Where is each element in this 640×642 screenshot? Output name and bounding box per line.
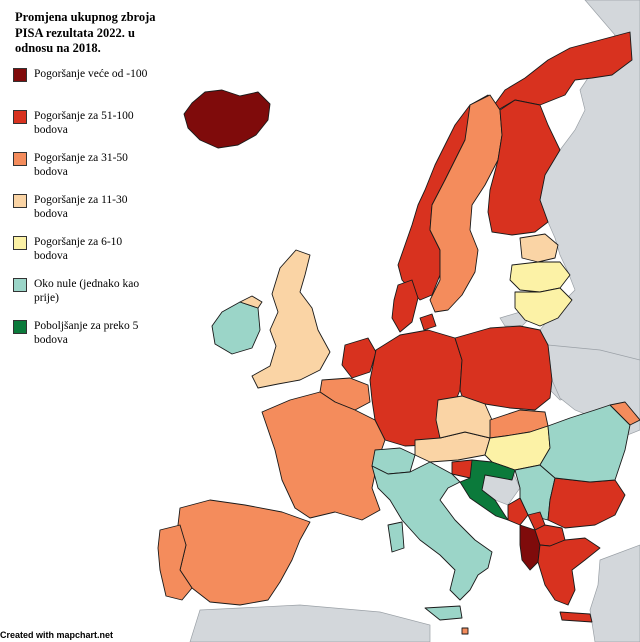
turkey — [589, 544, 640, 642]
map-credit: Created with mapchart.net — [0, 630, 114, 640]
legend-items: Pogoršanje veće od -100 Pogoršanje za 51-… — [13, 67, 163, 361]
country-moldova[interactable] — [609, 401, 640, 426]
legend-swatch — [13, 67, 27, 82]
country-greece[interactable] — [537, 537, 601, 623]
legend-label: Pogoršanje za 51-100 bodova — [34, 109, 134, 137]
legend-label: Pogoršanje za 6-10 bodova — [34, 235, 123, 263]
legend-item: Pogoršanje za 31-50 bodova — [13, 151, 163, 193]
country-france[interactable] — [261, 391, 386, 521]
country-lithuania[interactable] — [514, 287, 573, 327]
legend-swatch — [13, 277, 27, 292]
country-bulgaria[interactable] — [547, 477, 626, 529]
legend-item: Poboljšanje za preko 5 bodova — [13, 319, 163, 361]
country-united-kingdom[interactable] — [239, 249, 331, 389]
country-portugal[interactable] — [157, 524, 193, 601]
country-malta[interactable] — [461, 627, 469, 635]
legend-item: Pogoršanje za 51-100 bodova — [13, 109, 163, 151]
country-montenegro[interactable] — [507, 497, 529, 526]
legend-label: Pogoršanje za 31-50 bodova — [34, 151, 128, 179]
country-italy[interactable] — [371, 461, 493, 621]
legend-label: Pogoršanje veće od -100 — [34, 67, 148, 80]
country-ireland[interactable] — [211, 301, 261, 355]
legend-swatch — [13, 235, 27, 250]
legend-swatch — [13, 319, 27, 334]
legend-title: Promjena ukupnog zbroja PISA rezultata 2… — [15, 10, 156, 55]
country-estonia[interactable] — [519, 233, 559, 263]
legend-label: Poboljšanje za preko 5 bodova — [34, 319, 139, 347]
legend-item: Pogoršanje za 11-30 bodova — [13, 193, 163, 235]
country-netherlands[interactable] — [341, 337, 377, 379]
legend-item: Pogoršanje za 6-10 bodova — [13, 235, 163, 277]
legend-label: Oko nule (jednako kao prije) — [34, 277, 140, 305]
legend-item: Pogoršanje veće od -100 — [13, 67, 163, 109]
country-denmark[interactable] — [391, 279, 437, 333]
country-iceland[interactable] — [183, 89, 271, 149]
map-legend: Promjena ukupnog zbroja PISA rezultata 2… — [13, 10, 163, 361]
country-romania[interactable] — [539, 404, 631, 483]
legend-item: Oko nule (jednako kao prije) — [13, 277, 163, 319]
legend-swatch — [13, 151, 27, 166]
legend-swatch — [13, 109, 27, 124]
legend-swatch — [13, 193, 27, 208]
country-poland[interactable] — [454, 325, 553, 411]
legend-label: Pogoršanje za 11-30 bodova — [34, 193, 128, 221]
country-latvia[interactable] — [509, 261, 571, 293]
countries — [157, 31, 640, 635]
country-spain[interactable] — [177, 499, 311, 606]
country-finland[interactable] — [487, 99, 561, 236]
north-africa — [189, 604, 431, 642]
